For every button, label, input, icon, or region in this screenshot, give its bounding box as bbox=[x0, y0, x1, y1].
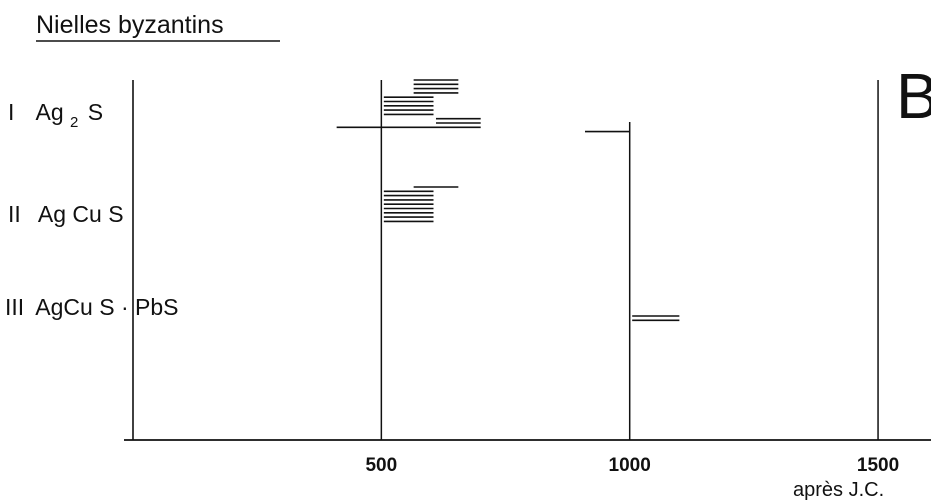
x-tick-label-1000: 1000 bbox=[609, 455, 651, 476]
panel-letter: B bbox=[896, 60, 931, 132]
x-tick-labels: 500 1000 1500 bbox=[365, 455, 899, 476]
grid-lines bbox=[380, 80, 879, 440]
chart-title: Nielles byzantins bbox=[36, 11, 224, 39]
x-tick-label-1500: 1500 bbox=[857, 455, 899, 476]
interval-bars bbox=[336, 79, 680, 322]
row-label-1: I Ag 2 S bbox=[8, 99, 103, 132]
row-label-3: III AgCu S · PbS bbox=[5, 294, 178, 320]
row-label-2: II Ag Cu S bbox=[8, 201, 124, 227]
x-tick-label-500: 500 bbox=[365, 455, 397, 476]
x-axis-label: après J.C. bbox=[793, 479, 884, 501]
